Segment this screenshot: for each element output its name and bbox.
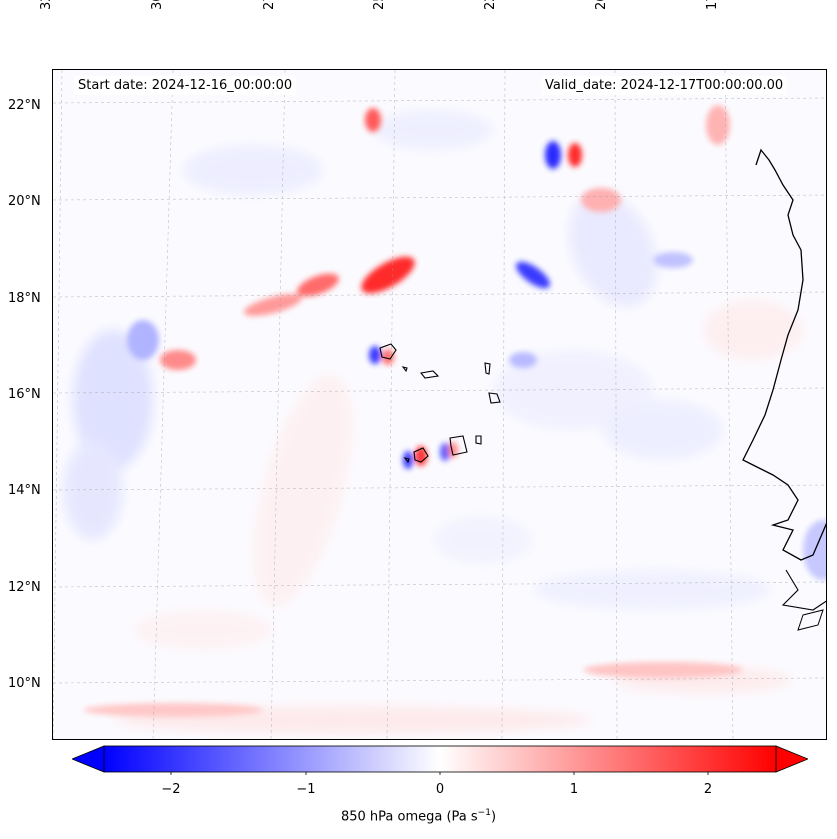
lat-tick-label: 14°N	[8, 483, 41, 498]
lon-tick-label: 32.5°W	[39, 0, 54, 10]
start-date-label: Start date: 2024-12-16_00:00:00	[74, 76, 297, 95]
valid-date-label: Valid_date: 2024-12-17T00:00:00.00	[541, 76, 788, 95]
omega-strong-features	[83, 105, 826, 717]
colorbar-tick-label: 2	[703, 782, 713, 797]
colorbar-label-exponent: −1	[477, 808, 491, 818]
colorbar-tick-label: 1	[569, 782, 579, 797]
colorbar-tick-label: −1	[296, 782, 316, 797]
colorbar-right-extension	[775, 745, 808, 773]
africa-coastline	[742, 148, 826, 561]
lat-tick-label: 20°N	[8, 194, 41, 209]
lon-tick-label: 22.5°W	[483, 0, 498, 10]
colorbar-tick-label: 0	[435, 782, 445, 797]
lon-tick-label: 27.5°W	[262, 0, 277, 10]
lon-tick-label: 20°W	[594, 0, 609, 10]
lat-tick-label: 12°N	[8, 580, 41, 595]
lon-tick-label: 30°W	[150, 0, 165, 10]
map-panel[interactable]	[52, 69, 827, 740]
lon-tick-label: 17.5°W	[705, 0, 720, 10]
colorbar	[72, 745, 808, 775]
lat-tick-label: 22°N	[8, 98, 41, 113]
colorbar-label-close: )	[490, 809, 497, 825]
omega-background-pattern	[63, 110, 803, 734]
colorbar-tick-label: −2	[161, 782, 181, 797]
lon-tick-label: 25°W	[372, 0, 387, 10]
lat-tick-label: 16°N	[8, 387, 41, 402]
cape-verde-islands	[379, 343, 501, 464]
colorbar-gradient	[103, 745, 777, 773]
graticule	[53, 70, 826, 739]
lat-tick-label: 18°N	[8, 291, 41, 306]
omega-field-map	[53, 70, 826, 739]
colorbar-label-text: 850 hPa omega (Pa s	[340, 809, 478, 825]
lat-tick-label: 10°N	[8, 676, 41, 691]
colorbar-label: 850 hPa omega (Pa s−1)	[0, 808, 837, 824]
colorbar-left-extension	[72, 745, 105, 773]
